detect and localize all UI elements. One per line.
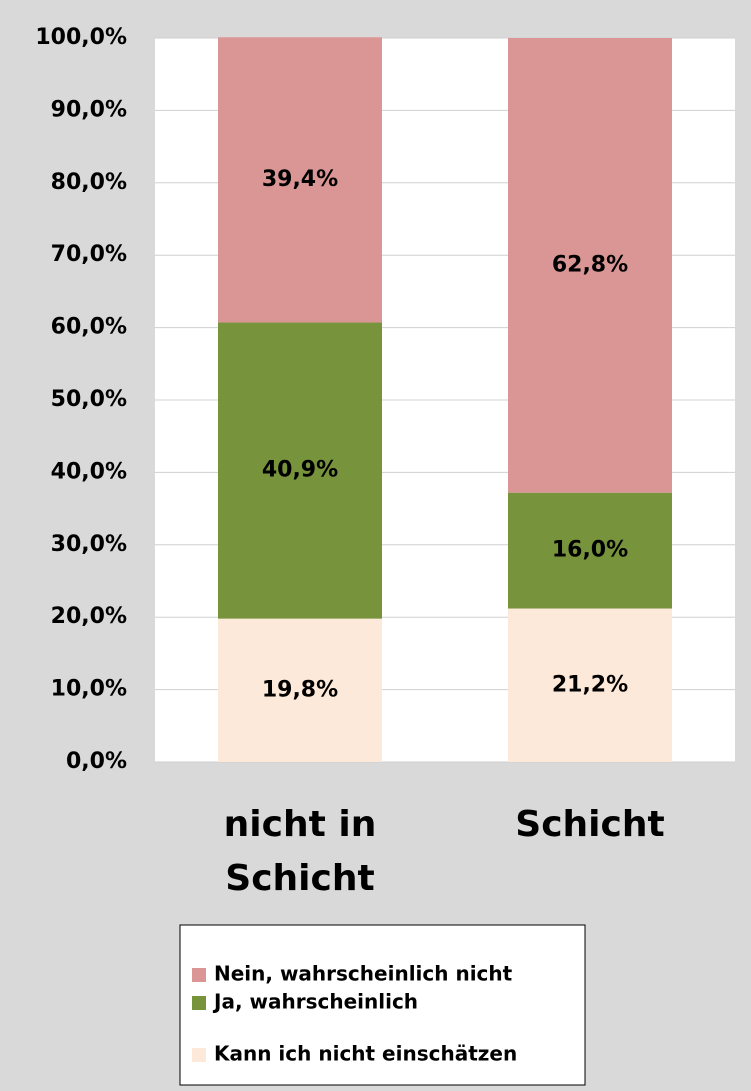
y-tick-label: 30,0% (51, 532, 127, 557)
legend-swatch (192, 1048, 206, 1062)
y-tick-label: 10,0% (51, 677, 127, 702)
bar-segment (508, 608, 672, 762)
legend-label: Nein, wahrscheinlich nicht (214, 962, 513, 986)
legend-swatch (192, 996, 206, 1010)
y-tick-label: 50,0% (51, 387, 127, 412)
y-tick-label: 70,0% (51, 242, 127, 267)
y-tick-label: 90,0% (51, 97, 127, 122)
y-tick-label: 20,0% (51, 604, 127, 629)
y-tick-label: 0,0% (66, 749, 127, 774)
legend-box (179, 924, 586, 1086)
legend-label: Ja, wahrscheinlich (212, 990, 418, 1014)
value-label: 19,8% (262, 677, 338, 702)
bar-segment (508, 38, 672, 493)
bar-segment (508, 492, 672, 609)
bar-segment (218, 322, 382, 619)
y-tick-label: 100,0% (35, 25, 127, 50)
legend-swatch (192, 968, 206, 982)
value-label: 39,4% (262, 167, 338, 192)
value-label: 40,9% (262, 458, 338, 483)
value-label: 16,0% (552, 538, 628, 563)
x-tick-label: Schicht (515, 804, 665, 845)
legend-label: Kann ich nicht einschätzen (214, 1042, 517, 1066)
value-label: 21,2% (552, 672, 628, 697)
y-tick-label: 60,0% (51, 315, 127, 340)
value-label: 62,8% (552, 252, 628, 277)
bar-segment (218, 37, 382, 323)
y-tick-label: 40,0% (51, 459, 127, 484)
bar-segment (218, 618, 382, 762)
y-tick-label: 80,0% (51, 170, 127, 195)
x-tick-label: nicht in Schicht (223, 804, 377, 899)
